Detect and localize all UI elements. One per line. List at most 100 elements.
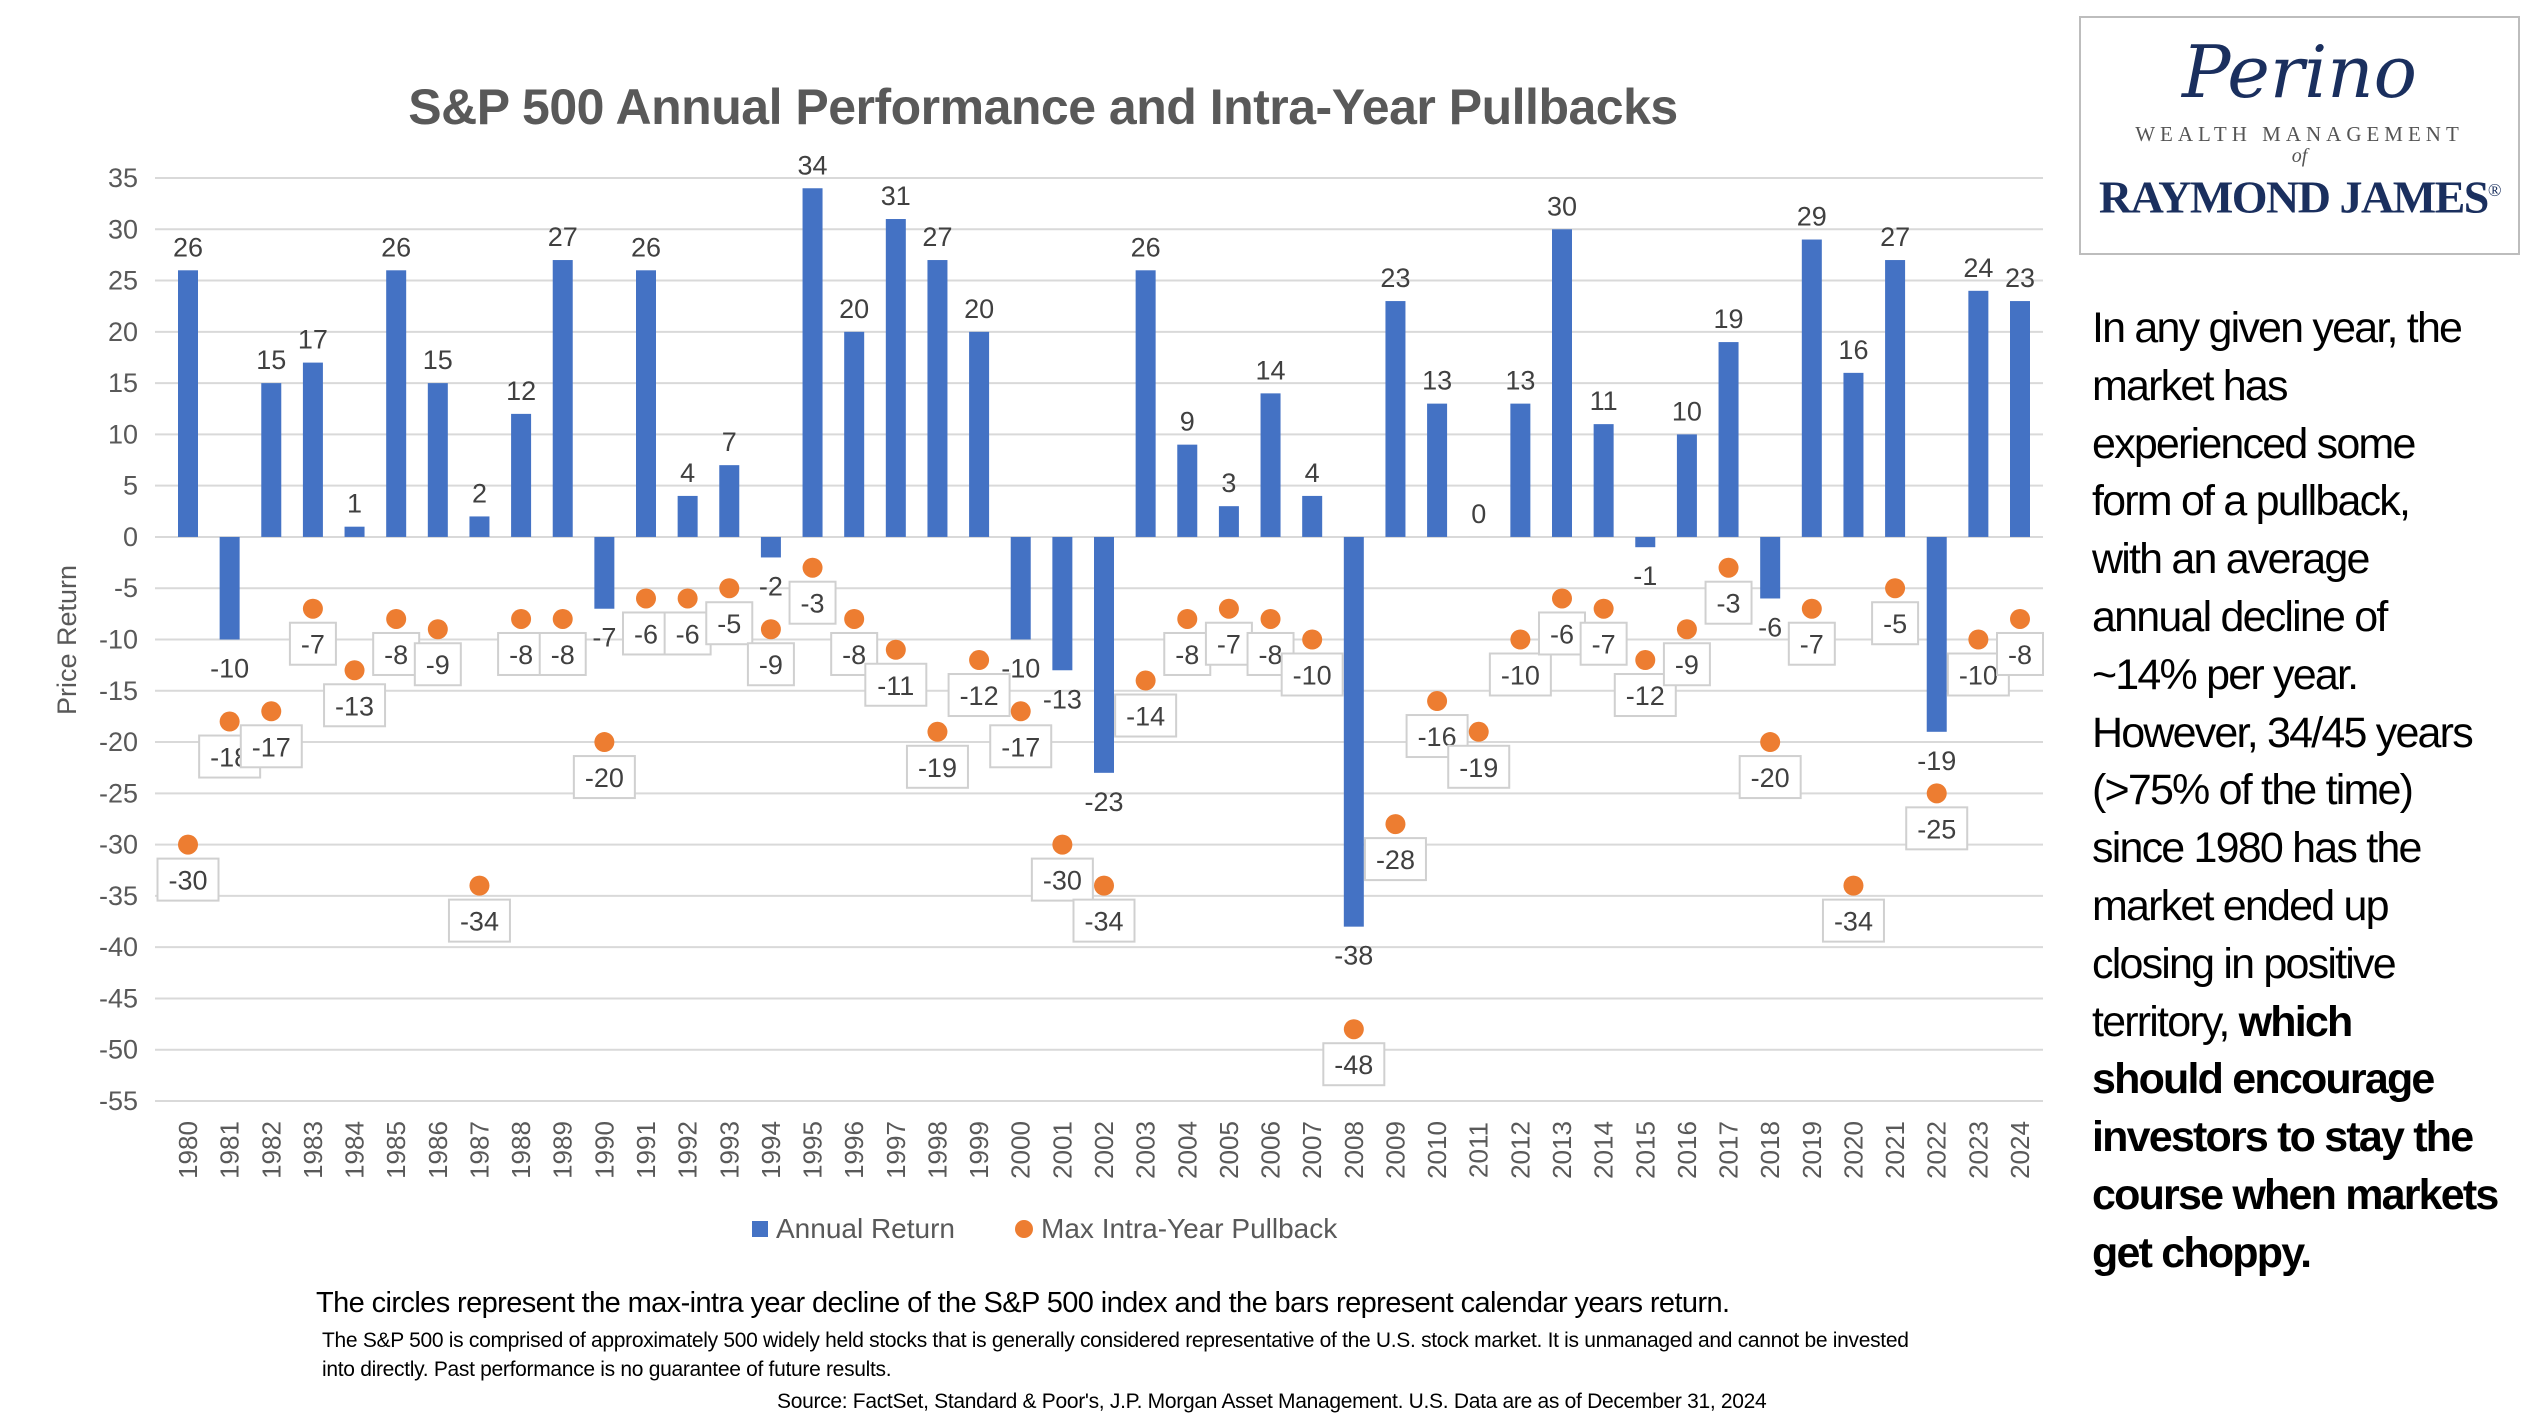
x-tick-2015: 2015 — [1630, 1121, 1660, 1179]
pullback-label-box-2002 — [1072, 898, 1136, 943]
bar-2014 — [1593, 424, 1614, 537]
bar-2013 — [1552, 229, 1572, 537]
bar-1984 — [344, 526, 365, 537]
pullback-label-box-1987 — [447, 898, 511, 943]
pullback-label-box-2016 — [1662, 642, 1711, 687]
x-tick-2010: 2010 — [1422, 1121, 1452, 1179]
pullback-dots — [178, 557, 2030, 1040]
pullback-dot-2019 — [1801, 598, 1822, 619]
pullback-dot-1998 — [927, 721, 948, 742]
x-tick-2017: 2017 — [1714, 1121, 1744, 1179]
x-tick-2024: 2024 — [2005, 1121, 2035, 1179]
pullback-dot-1999 — [969, 650, 990, 671]
bar-label-2021: 27 — [1880, 222, 1910, 252]
pullback-label-box-2012 — [1488, 652, 1552, 697]
pullback-label-box-1995 — [788, 580, 837, 625]
pullback-label-1986: -9 — [426, 650, 450, 680]
bar-label-2009: 23 — [1380, 263, 1410, 293]
bar-label-2011: 0 — [1471, 499, 1486, 529]
pullback-label-2006: -8 — [1259, 640, 1283, 670]
pullback-dot-1992 — [677, 588, 698, 609]
x-tick-1999: 1999 — [964, 1121, 994, 1179]
x-tick-1982: 1982 — [256, 1121, 286, 1179]
y-tick-label: 25 — [108, 266, 138, 296]
bar-2012 — [1510, 403, 1531, 537]
bar-1989 — [552, 260, 573, 537]
bar-2010 — [1427, 403, 1448, 537]
bar-label-2002: -23 — [1084, 787, 1123, 817]
bar-label-1986: 15 — [423, 345, 453, 375]
x-tick-2020: 2020 — [1838, 1121, 1868, 1179]
bar-1985 — [386, 270, 407, 537]
side-text-line: investors to stay the — [2092, 1109, 2532, 1167]
pullback-label-2016: -9 — [1675, 650, 1699, 680]
bar-2024 — [2010, 301, 2030, 537]
pullback-label-1984: -13 — [335, 691, 374, 721]
pullback-dot-1983 — [302, 598, 323, 619]
bar-1995 — [802, 188, 823, 537]
side-text-line: with an average — [2092, 531, 2532, 589]
pullback-dot-1997 — [885, 639, 906, 660]
pullback-dot-2013 — [1552, 588, 1572, 609]
bar-2009 — [1385, 301, 1406, 537]
pullback-dot-1989 — [552, 608, 573, 629]
x-tick-1987: 1987 — [464, 1121, 494, 1179]
pullback-label-1993: -5 — [717, 609, 741, 639]
x-tick-1996: 1996 — [839, 1121, 869, 1179]
legend-max-pullback: Max Intra-Year Pullback — [1041, 1213, 1338, 1244]
logo-brand: RAYMOND JAMES® — [2081, 165, 2518, 222]
pullback-label-box-2004 — [1163, 631, 1212, 676]
bar-2015 — [1635, 536, 1656, 548]
pullback-dot-2007 — [1302, 629, 1323, 650]
pullback-label-2017: -3 — [1717, 589, 1741, 619]
pullback-dot-1981 — [219, 711, 240, 732]
pullback-label-1990: -20 — [585, 763, 624, 793]
side-text-normal: experienced some — [2092, 419, 2416, 468]
legend-dot-swatch — [1015, 1220, 1034, 1238]
bar-label-2006: 14 — [1256, 355, 1286, 385]
y-tick-label: -45 — [99, 983, 138, 1013]
bar-label-2008: -38 — [1334, 941, 1373, 971]
pullback-label-1985: -8 — [384, 640, 408, 670]
x-tick-2016: 2016 — [1672, 1121, 1702, 1179]
logo-subtitle: WEALTH MANAGEMENT — [2135, 122, 2464, 146]
side-text-normal: closing in positive — [2092, 939, 2397, 988]
bar-label-1993: 7 — [722, 427, 737, 457]
logo-brand-text: RAYMOND JAMES — [2098, 171, 2489, 223]
pullback-label-2018: -20 — [1751, 763, 1790, 793]
legend: Annual Return Max Intra-Year Pullback — [752, 1213, 1337, 1245]
side-commentary: In any given year, the market has experien… — [2092, 300, 2532, 1283]
pullback-label-1992: -6 — [676, 619, 700, 649]
bar-label-1987: 2 — [472, 478, 487, 508]
x-tick-2002: 2002 — [1089, 1121, 1119, 1179]
pullback-label-box-2003 — [1114, 693, 1178, 738]
bar-2023 — [1968, 290, 1989, 537]
y-tick-label: -40 — [99, 932, 138, 962]
pullback-dot-1985 — [386, 608, 407, 629]
x-tick-1985: 1985 — [381, 1121, 411, 1179]
pullback-dot-1993 — [719, 578, 740, 599]
bar-label-1998: 27 — [922, 222, 952, 252]
bar-label-1996: 20 — [839, 294, 869, 324]
x-tick-2013: 2013 — [1547, 1121, 1577, 1179]
pullback-label-1983: -7 — [301, 630, 325, 660]
x-tick-1995: 1995 — [798, 1121, 828, 1179]
side-text-bold: investors to stay the — [2092, 1113, 2474, 1162]
bar-1993 — [719, 465, 740, 537]
x-tick-2014: 2014 — [1589, 1121, 1619, 1179]
legend-annual-return: Annual Return — [776, 1213, 956, 1244]
pullback-label-1982: -17 — [252, 732, 291, 762]
pullback-dot-2015 — [1635, 650, 1656, 671]
side-text-bold: should encourage — [2092, 1055, 2435, 1104]
pullback-dot-2022 — [1926, 783, 1947, 804]
x-tick-1980: 1980 — [173, 1121, 203, 1179]
side-text-bold: which — [2238, 997, 2354, 1046]
pullback-dot-1980 — [178, 834, 198, 855]
x-tick-2001: 2001 — [1047, 1121, 1077, 1179]
y-tick-label: 15 — [108, 368, 138, 398]
side-text-line: get choppy. — [2092, 1225, 2532, 1283]
gridlines — [155, 177, 2043, 1102]
side-text-line: course when markets — [2092, 1167, 2532, 1225]
side-text-normal: However, 34/45 years — [2092, 708, 2474, 757]
